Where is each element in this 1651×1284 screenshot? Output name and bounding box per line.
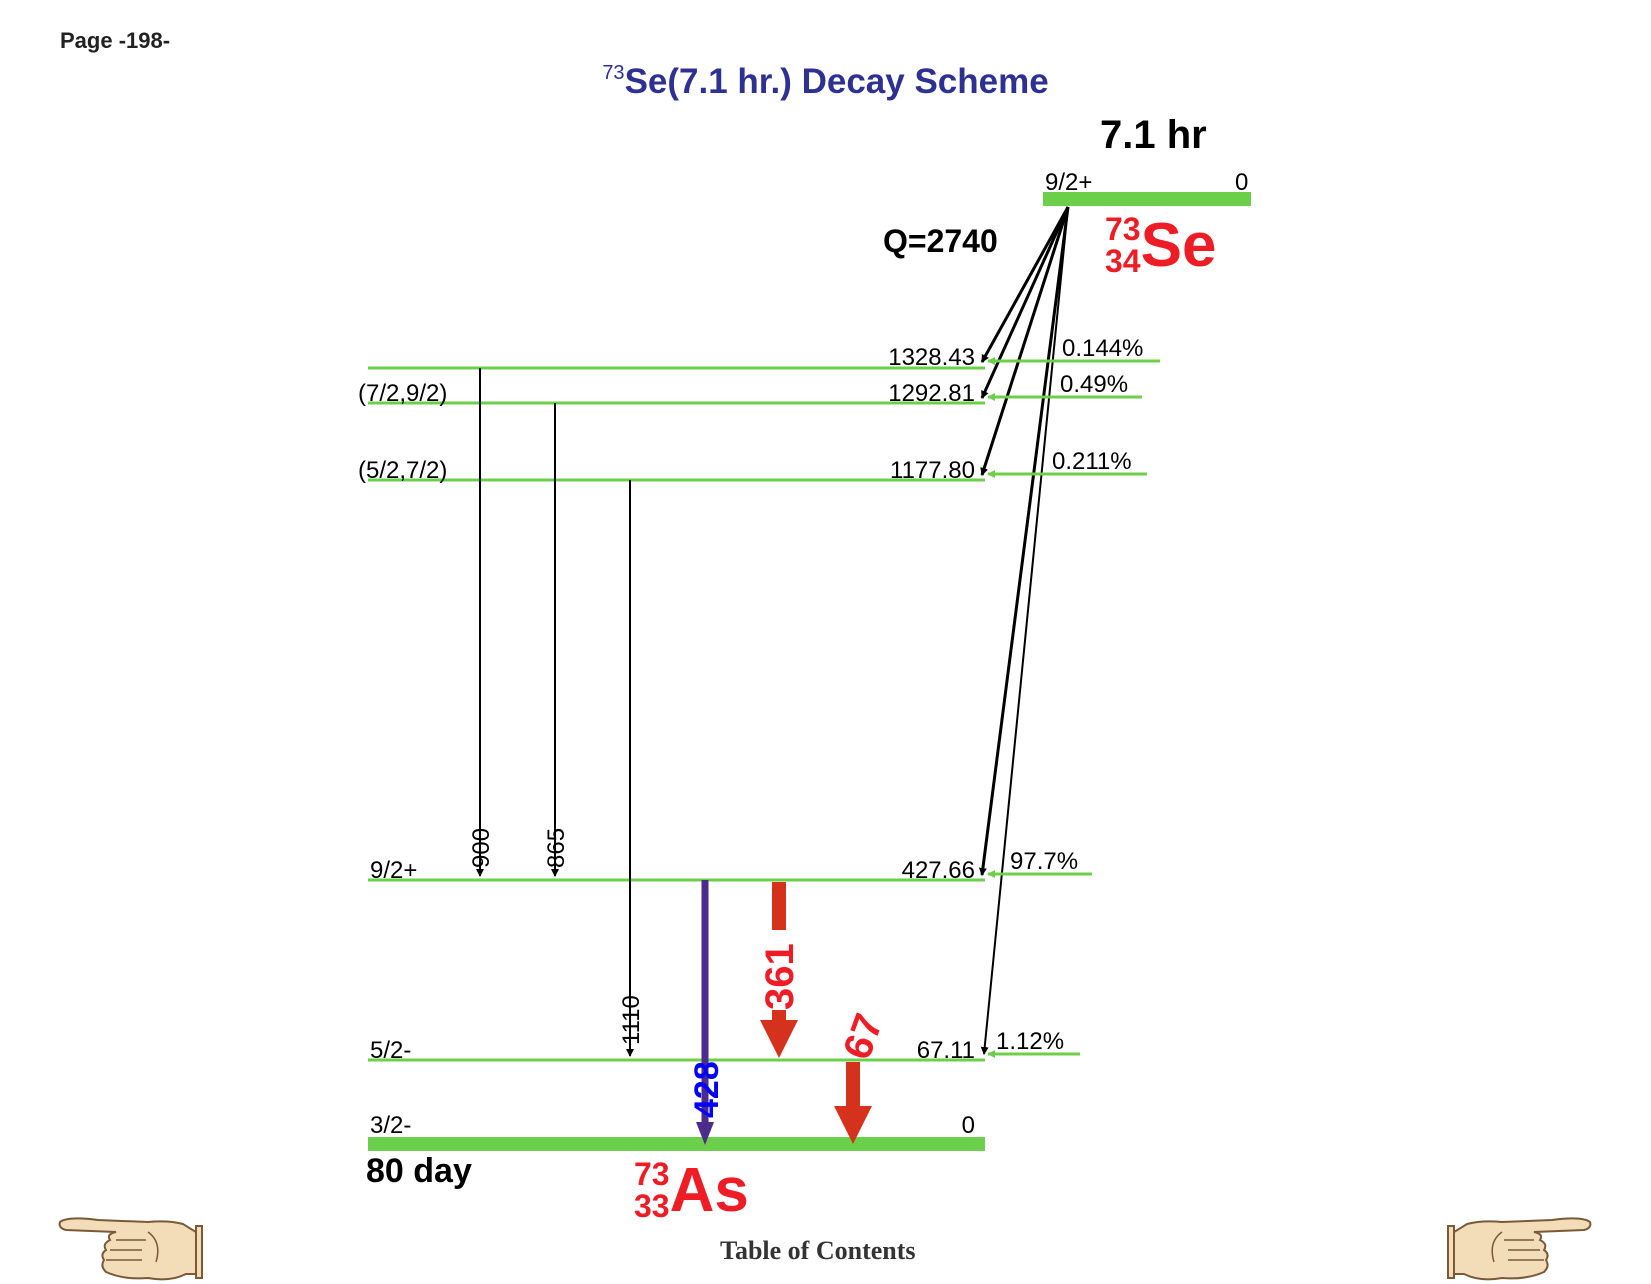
beta-feed-427 [978, 206, 1070, 876]
gamma-428: 428 [688, 880, 726, 1145]
parent-atomic-number: 34 [1105, 243, 1141, 279]
gamma-67: 67 [834, 1008, 892, 1144]
daughter-half-life: 80 day [366, 1152, 472, 1190]
beta-feed-1328 [980, 206, 1070, 363]
daughter-nuclide-indices: 73 33 [634, 1158, 670, 1222]
level-67: 5/2- 67.11 1.12% [368, 1028, 1080, 1064]
parent-symbol: Se [1140, 211, 1217, 280]
gamma-1110: 1110 [618, 480, 645, 1057]
ground-level-bar [368, 1137, 985, 1151]
beta-branch: 0.144% [1062, 335, 1143, 362]
level-energy: 1328.43 [888, 344, 975, 371]
daughter-symbol: As [669, 1156, 749, 1225]
level-spin: (7/2,9/2) [358, 380, 447, 407]
pointing-hand-left-icon[interactable] [58, 1212, 208, 1284]
level-spin: 3/2- [370, 1112, 411, 1139]
level-1328: 1328.43 0.144% [368, 335, 1160, 371]
parent-nuclide-label: 73 34 Se [1105, 213, 1216, 277]
gamma-900: 900 [468, 368, 495, 877]
beta-feed-1292 [980, 206, 1070, 399]
daughter-atomic-number: 33 [634, 1188, 670, 1224]
gamma-label: 67 [835, 1008, 892, 1065]
level-427: 9/2+ 427.66 97.7% [368, 848, 1092, 884]
gamma-label: 865 [543, 828, 570, 868]
table-of-contents-link[interactable]: Table of Contents [720, 1236, 916, 1265]
parent-mass-number: 73 [1105, 211, 1141, 247]
beta-feed-1177 [980, 206, 1070, 476]
level-energy: 0 [962, 1112, 975, 1139]
level-ground: 3/2- 0 [368, 1112, 985, 1151]
title-text: Se(7.1 hr.) Decay Scheme [624, 62, 1049, 101]
page-number: Page -198- [60, 28, 171, 53]
level-spin: 5/2- [370, 1037, 411, 1064]
beta-branch: 1.12% [996, 1028, 1064, 1055]
level-energy: 1177.80 [890, 457, 975, 484]
pointing-hand-right-icon[interactable] [1442, 1212, 1592, 1284]
beta-feed-67 [980, 206, 1069, 1055]
parent-nuclide-indices: 73 34 [1105, 213, 1141, 277]
parent-spin: 9/2+ [1045, 169, 1092, 196]
beta-branch: 0.49% [1060, 371, 1128, 398]
beta-branch: 0.211% [1052, 448, 1132, 475]
level-spin: (5/2,7/2) [358, 457, 447, 484]
level-1177: (5/2,7/2) 1177.80 0.211% [358, 448, 1147, 484]
level-energy: 1292.81 [888, 380, 975, 407]
page-title: 73Se(7.1 hr.) Decay Scheme [0, 62, 1651, 102]
parent-energy: 0 [1235, 169, 1248, 196]
level-spin: 9/2+ [370, 857, 417, 884]
level-1292: (7/2,9/2) 1292.81 0.49% [358, 371, 1142, 407]
beta-branch: 97.7% [1010, 848, 1078, 875]
parent-level-bar [1043, 192, 1251, 206]
daughter-mass-number: 73 [634, 1156, 670, 1192]
level-energy: 427.66 [902, 857, 975, 884]
title-mass-number: 73 [602, 62, 625, 84]
daughter-nuclide-label: 73 33 As [634, 1158, 749, 1222]
gamma-361: 361 [758, 882, 802, 1058]
gamma-label: 428 [688, 1061, 726, 1118]
gamma-label: 900 [468, 828, 495, 868]
gamma-label: 361 [758, 943, 802, 1010]
q-value: Q=2740 [883, 223, 998, 259]
beta-feed-lines [978, 206, 1070, 1055]
gamma-label: 1110 [618, 995, 645, 1045]
gamma-865: 865 [543, 403, 570, 877]
level-energy: 67.11 [917, 1037, 975, 1064]
parent-half-life: 7.1 hr [1100, 113, 1207, 157]
